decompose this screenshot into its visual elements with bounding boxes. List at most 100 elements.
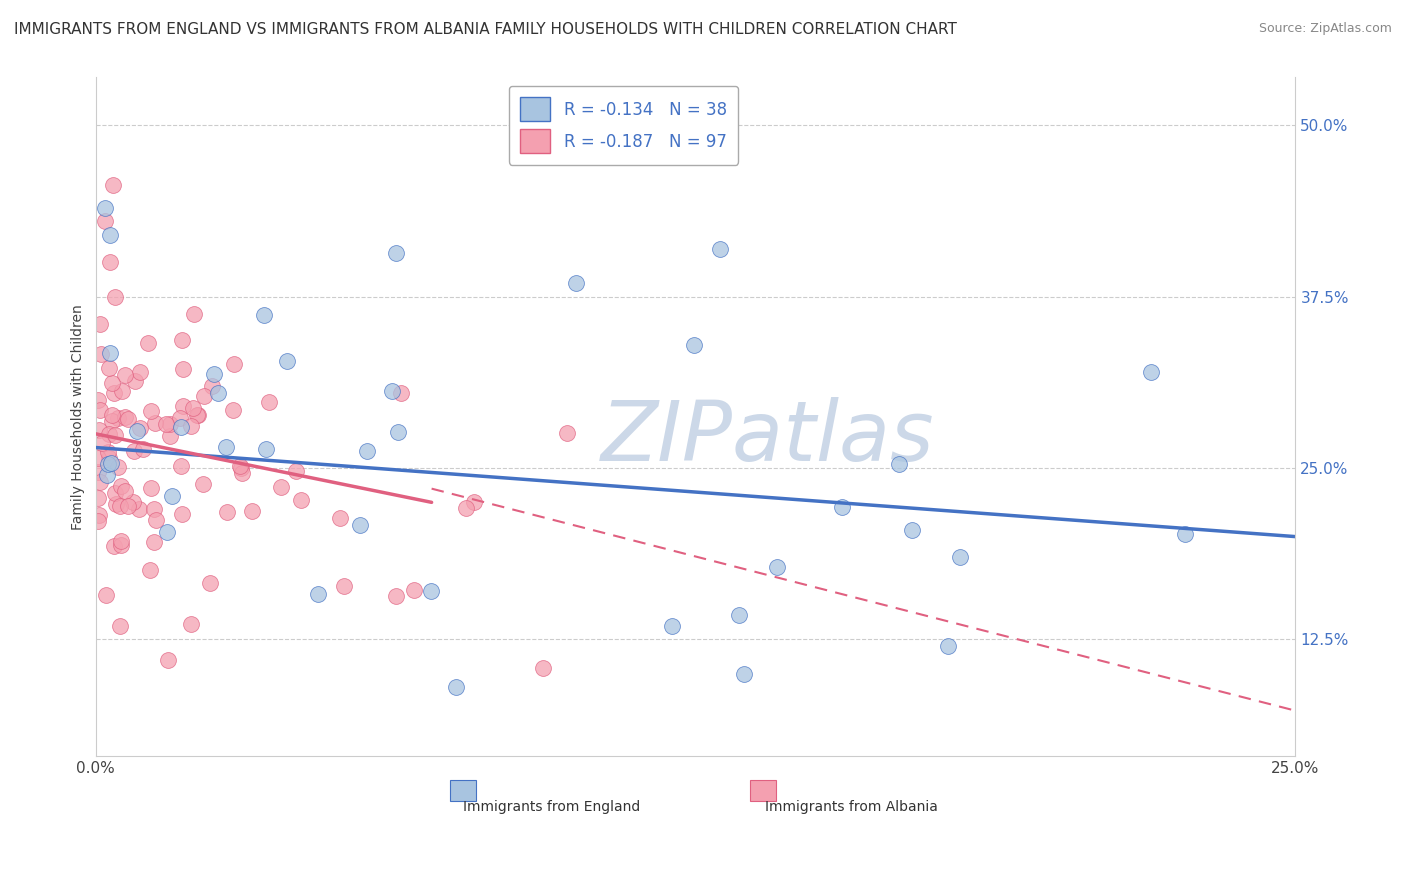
Point — [191, 476, 214, 491]
Point — [186, 408, 208, 422]
Point — [240, 504, 263, 518]
Point — [733, 666, 755, 681]
Text: Source: ZipAtlas.com: Source: ZipAtlas.com — [1258, 22, 1392, 36]
Point — [454, 500, 477, 515]
Point — [683, 338, 706, 352]
Point — [89, 403, 111, 417]
Point — [349, 518, 371, 533]
Point — [1174, 527, 1197, 541]
Point — [128, 501, 150, 516]
Point — [329, 511, 352, 525]
Point — [89, 508, 111, 523]
Point — [900, 523, 922, 537]
Point — [87, 515, 110, 529]
Point — [170, 507, 193, 521]
Point — [136, 336, 159, 351]
Point — [229, 458, 252, 473]
Point — [187, 408, 209, 422]
FancyBboxPatch shape — [749, 780, 776, 801]
Point — [114, 368, 136, 382]
Point — [198, 575, 221, 590]
Point — [381, 384, 404, 399]
Point — [155, 417, 177, 431]
Point — [157, 653, 180, 667]
Point — [143, 416, 166, 430]
Point — [285, 464, 308, 478]
Point — [100, 408, 122, 422]
Point — [96, 588, 118, 602]
Point — [128, 364, 150, 378]
Text: Immigrants from England: Immigrants from England — [463, 800, 640, 814]
Point — [387, 425, 409, 439]
Point — [117, 500, 139, 514]
Point — [180, 419, 202, 434]
Point — [122, 495, 145, 509]
Y-axis label: Family Households with Children: Family Households with Children — [72, 304, 86, 530]
Point — [231, 466, 253, 480]
Point — [94, 201, 117, 215]
Point — [384, 590, 406, 604]
Point — [104, 428, 127, 442]
Point — [145, 513, 167, 527]
Point — [193, 389, 215, 403]
Text: ZIPatlas: ZIPatlas — [600, 397, 935, 477]
Point — [97, 457, 120, 471]
Point — [1140, 365, 1163, 379]
Point — [531, 661, 554, 675]
Point — [444, 681, 467, 695]
Text: Immigrants from Albania: Immigrants from Albania — [765, 800, 938, 814]
Point — [727, 607, 749, 622]
Point — [122, 444, 145, 458]
Point — [87, 393, 110, 408]
Point — [170, 420, 193, 434]
Point — [108, 618, 131, 632]
Legend: R = -0.134   N = 38, R = -0.187   N = 97: R = -0.134 N = 38, R = -0.187 N = 97 — [509, 86, 738, 165]
Point — [103, 539, 125, 553]
Point — [159, 417, 181, 431]
Point — [97, 360, 120, 375]
Point — [110, 537, 132, 551]
Point — [948, 550, 970, 565]
Point — [110, 533, 132, 548]
Point — [132, 442, 155, 456]
Point — [97, 445, 120, 459]
Point — [142, 502, 165, 516]
Point — [181, 401, 204, 415]
Point — [224, 357, 246, 371]
Point — [105, 498, 128, 512]
Point — [215, 440, 238, 454]
Point — [276, 354, 298, 368]
Point — [97, 451, 120, 466]
Point — [356, 443, 378, 458]
Point — [97, 426, 120, 441]
Point — [89, 475, 111, 489]
Point — [419, 584, 441, 599]
Point — [100, 456, 122, 470]
Point — [108, 500, 131, 514]
Point — [229, 461, 252, 475]
Point — [385, 246, 408, 260]
Point — [172, 361, 194, 376]
Point — [831, 500, 853, 515]
Point — [253, 308, 276, 322]
Point — [139, 563, 162, 577]
Point — [139, 482, 162, 496]
Point — [107, 459, 129, 474]
Point — [103, 386, 125, 401]
Point — [114, 483, 136, 498]
Point — [201, 379, 224, 393]
Point — [98, 255, 121, 269]
Point — [127, 424, 149, 438]
Point — [270, 480, 292, 494]
Point — [160, 489, 183, 503]
Point — [110, 479, 132, 493]
Point — [169, 411, 191, 425]
Point — [156, 525, 179, 540]
FancyBboxPatch shape — [450, 780, 477, 801]
Point — [217, 505, 239, 519]
Point — [936, 639, 959, 653]
Point — [180, 617, 202, 632]
Point — [87, 423, 110, 437]
Point — [254, 442, 277, 457]
Point — [169, 458, 191, 473]
